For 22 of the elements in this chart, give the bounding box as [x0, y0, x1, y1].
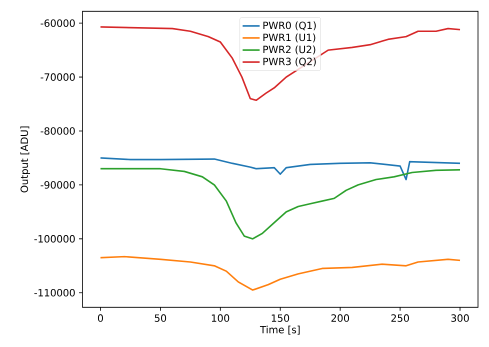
x-tick-label: 50 — [154, 314, 166, 322]
legend-label: PWR1 (U1) — [263, 33, 316, 42]
legend-label: PWR0 (Q1) — [263, 21, 316, 30]
y-tick-label: -80000 — [40, 127, 75, 135]
y-tick-label: -90000 — [40, 181, 75, 189]
x-tick-label: 300 — [451, 314, 469, 322]
line-series — [100, 168, 461, 240]
x-tick-label: 100 — [212, 314, 230, 322]
x-axis-title: Time [s] — [260, 326, 300, 335]
x-tick-label: 250 — [391, 314, 409, 322]
x-tick-label: 200 — [331, 314, 350, 322]
legend-label: PWR2 (U2) — [263, 45, 316, 54]
legend-label: PWR3 (Q2) — [263, 58, 316, 66]
x-tick-label: 0 — [98, 314, 103, 322]
x-tick-label: 150 — [272, 314, 290, 322]
line-series — [100, 256, 461, 291]
line-series — [100, 157, 461, 180]
y-tick-label: -110000 — [34, 288, 75, 297]
y-tick-label: -60000 — [40, 19, 75, 27]
y-tick-label: -100000 — [34, 235, 75, 243]
y-tick-label: -70000 — [40, 73, 75, 81]
y-axis-title: Output [ADU] — [20, 126, 30, 192]
